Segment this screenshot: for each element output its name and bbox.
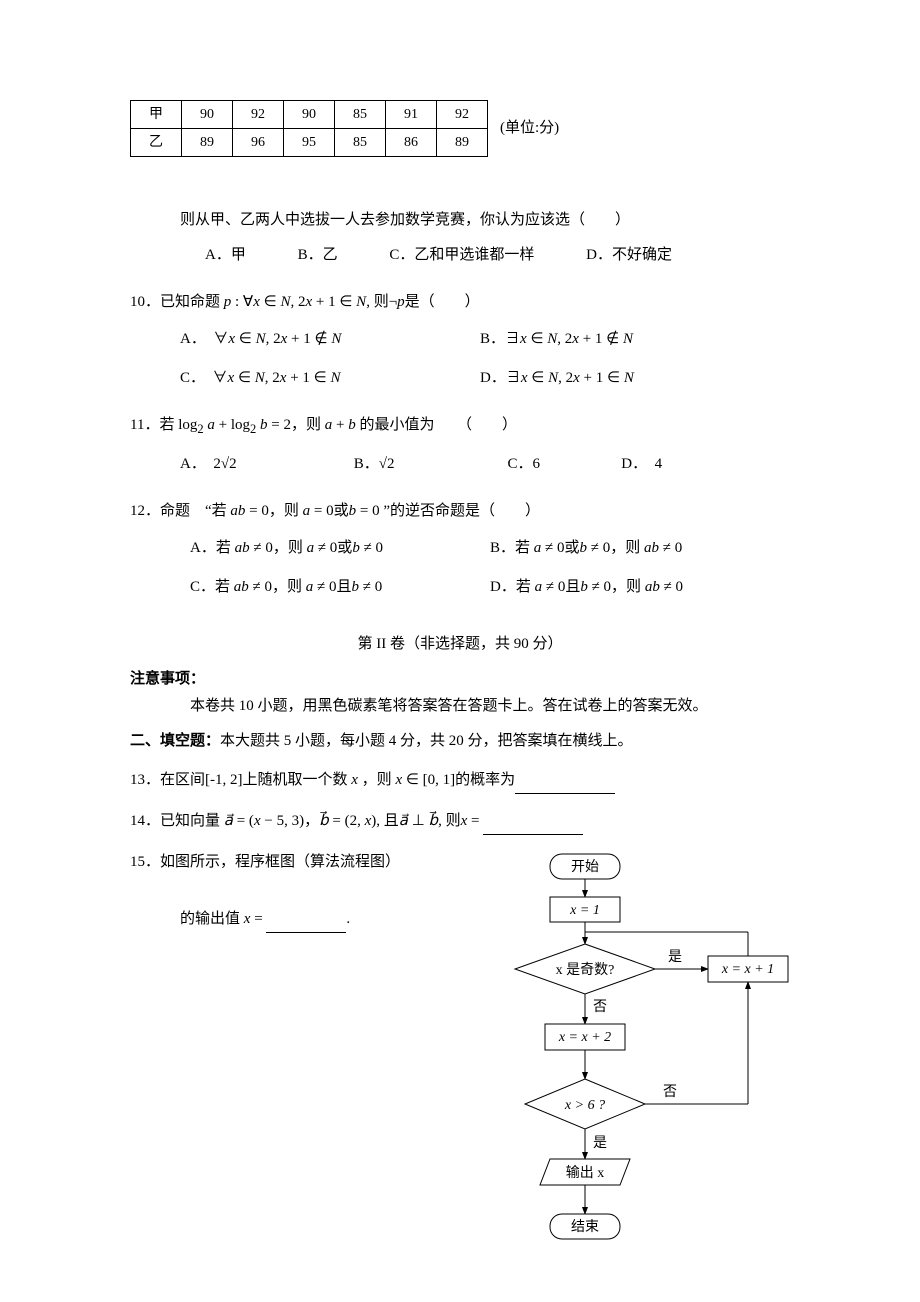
option-d: D．∃x ∈ N, 2x + 1 ∈ N bbox=[480, 365, 634, 392]
notice-label: 注意事项： bbox=[130, 671, 205, 687]
flow-cond1: x 是奇数? bbox=[556, 961, 615, 978]
option-a: A．若 ab ≠ 0，则 a ≠ 0或b ≠ 0 bbox=[190, 535, 490, 562]
option-d: D．若 a ≠ 0且b ≠ 0，则 ab ≠ 0 bbox=[490, 574, 683, 601]
fill-label: 二、填空题： bbox=[130, 733, 220, 749]
option-b: B．∃x ∈ N, 2x + 1 ∉ N bbox=[480, 326, 633, 353]
option-d: D．不好确定 bbox=[586, 242, 672, 269]
cell: 92 bbox=[233, 101, 284, 129]
question-13: 13．在区间[-1, 2]上随机取一个数 x ，则 x ∈ [0, 1]的概率为 bbox=[130, 767, 790, 794]
flow-end: 结束 bbox=[571, 1219, 599, 1235]
cell: 89 bbox=[182, 129, 233, 157]
cell: 89 bbox=[437, 129, 488, 157]
question-stem: 12．命题 “若 ab = 0，则 a = 0或b = 0 ”的逆否命题是（ ） bbox=[130, 498, 790, 525]
cell: 91 bbox=[386, 101, 437, 129]
cell: 乙 bbox=[131, 129, 182, 157]
option-a: A．甲 bbox=[205, 242, 246, 269]
answer-blank bbox=[515, 776, 615, 794]
question-15: 15．如图所示，程序框图（算法流程图） 的输出值 x = . 开始 x = 1 … bbox=[130, 849, 790, 933]
flow-output: 输出 x bbox=[566, 1165, 605, 1181]
question-12: 12．命题 “若 ab = 0，则 a = 0或b = 0 ”的逆否命题是（ ）… bbox=[130, 498, 790, 601]
option-a: A． ∀x ∈ N, 2x + 1 ∉ N bbox=[180, 326, 480, 353]
option-c: C．乙和甲选谁都一样 bbox=[389, 242, 534, 269]
option-c: C．6 bbox=[508, 451, 618, 478]
flow-assign2: x = x + 2 bbox=[558, 1030, 611, 1045]
fill-desc: 本大题共 5 小题，每小题 4 分，共 20 分，把答案填在横线上。 bbox=[220, 733, 633, 749]
option-c: C． ∀x ∈ N, 2x + 1 ∈ N bbox=[180, 365, 480, 392]
section-2-title: 第 II 卷（非选择题，共 90 分） bbox=[130, 631, 790, 658]
flow-yes-label: 是 bbox=[668, 950, 682, 965]
question-stem: 11．若 log2 a + log2 b = 2，则 a + b 的最小值为 （… bbox=[130, 412, 790, 441]
flow-no-label-1: 否 bbox=[593, 1000, 607, 1015]
flow-start: 开始 bbox=[571, 859, 599, 875]
cell: 92 bbox=[437, 101, 488, 129]
option-b: B．√2 bbox=[354, 451, 504, 478]
question-prompt: 则从甲、乙两人中选拔一人去参加数学竞赛，你认为应该选（ ） bbox=[180, 207, 790, 234]
cell: 甲 bbox=[131, 101, 182, 129]
fill-blank-header: 二、填空题：本大题共 5 小题，每小题 4 分，共 20 分，把答案填在横线上。 bbox=[130, 728, 790, 755]
answer-blank bbox=[266, 915, 346, 933]
question-stem: 10．已知命题 p : ∀x ∈ N, 2x + 1 ∈ N, 则¬p是（ ） bbox=[130, 289, 790, 316]
cell: 85 bbox=[335, 129, 386, 157]
notice-text: 本卷共 10 小题，用黑色碳素笔将答案答在答题卡上。答在试卷上的答案无效。 bbox=[190, 693, 790, 720]
options-row: A．甲 B．乙 C．乙和甲选谁都一样 D．不好确定 bbox=[205, 242, 790, 269]
notice-section: 注意事项： bbox=[130, 666, 790, 693]
options: A． 2√2 B．√2 C．6 D． 4 bbox=[180, 451, 790, 478]
unit-label: (单位:分) bbox=[500, 115, 559, 142]
question-10: 10．已知命题 p : ∀x ∈ N, 2x + 1 ∈ N, 则¬p是（ ） … bbox=[130, 289, 790, 392]
options: A． ∀x ∈ N, 2x + 1 ∉ N B．∃x ∈ N, 2x + 1 ∉… bbox=[180, 326, 790, 392]
flow-assign1: x = x + 1 bbox=[721, 962, 774, 977]
question-text: 13．在区间[-1, 2]上随机取一个数 x ，则 x ∈ [0, 1]的概率为 bbox=[130, 772, 515, 788]
option-c: C．若 ab ≠ 0，则 a ≠ 0且b ≠ 0 bbox=[190, 574, 490, 601]
option-a: A． 2√2 bbox=[180, 451, 350, 478]
cell: 90 bbox=[284, 101, 335, 129]
score-table: 甲 90 92 90 85 91 92 乙 89 96 95 85 86 89 bbox=[130, 100, 488, 157]
flowchart-diagram: 开始 x = 1 x 是奇数? 是 x = x + 1 否 x = x + 2 bbox=[470, 849, 810, 1289]
cell: 96 bbox=[233, 129, 284, 157]
option-b: B．乙 bbox=[298, 242, 338, 269]
table-row: 乙 89 96 95 85 86 89 bbox=[131, 129, 488, 157]
options: A．若 ab ≠ 0，则 a ≠ 0或b ≠ 0 B．若 a ≠ 0或b ≠ 0… bbox=[190, 535, 790, 601]
option-d: D． 4 bbox=[621, 451, 662, 478]
score-table-section: 甲 90 92 90 85 91 92 乙 89 96 95 85 86 89 … bbox=[130, 100, 790, 157]
answer-blank bbox=[483, 817, 583, 835]
cell: 95 bbox=[284, 129, 335, 157]
cell: 90 bbox=[182, 101, 233, 129]
question-9: 则从甲、乙两人中选拔一人去参加数学竞赛，你认为应该选（ ） A．甲 B．乙 C．… bbox=[130, 207, 790, 269]
question-14: 14．已知向量 a⃗ = (x − 5, 3)，b⃗ = (2, x), 且a⃗… bbox=[130, 808, 790, 835]
flow-no-label-2: 否 bbox=[663, 1085, 677, 1100]
option-b: B．若 a ≠ 0或b ≠ 0，则 ab ≠ 0 bbox=[490, 535, 682, 562]
cell: 85 bbox=[335, 101, 386, 129]
question-11: 11．若 log2 a + log2 b = 2，则 a + b 的最小值为 （… bbox=[130, 412, 790, 478]
flow-init: x = 1 bbox=[569, 903, 600, 918]
flow-yes-label-2: 是 bbox=[593, 1136, 607, 1151]
question-text: 14．已知向量 a⃗ = (x − 5, 3)，b⃗ = (2, x), 且a⃗… bbox=[130, 813, 479, 829]
cell: 86 bbox=[386, 129, 437, 157]
table-row: 甲 90 92 90 85 91 92 bbox=[131, 101, 488, 129]
flow-cond2: x > 6 ? bbox=[564, 1098, 605, 1113]
